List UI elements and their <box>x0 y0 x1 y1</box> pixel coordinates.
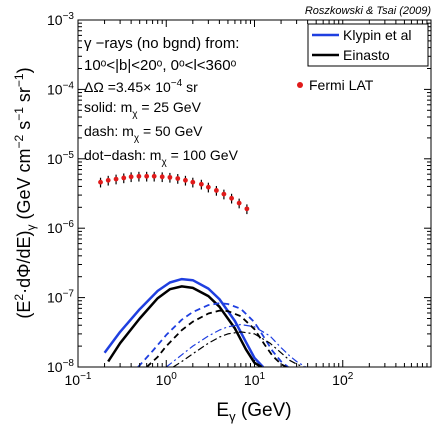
fermi-point <box>236 200 242 206</box>
fermi-point <box>213 188 219 193</box>
series-line <box>146 309 287 367</box>
y-tick-label: 10−4 <box>47 80 74 97</box>
y-tick-label: 10−8 <box>47 358 74 375</box>
x-tick-label: 101 <box>244 371 266 388</box>
annotation-block: γ −rays (no bgnd) from: 10ᵒ<|b|<20ᵒ, 0ᵒ<… <box>84 35 239 168</box>
y-tick-label: 10−5 <box>47 150 74 167</box>
fermi-point <box>113 176 119 182</box>
series-line <box>172 331 304 367</box>
fermi-point <box>144 173 150 179</box>
annotation-line-3: ΔΩ =3.45× 10−4 sr <box>84 78 198 95</box>
fermi-point <box>159 174 165 180</box>
annotation-line-4: solid: mχ = 25 GeV <box>84 99 202 120</box>
fermi-point <box>105 177 111 183</box>
y-tick-label: 10−6 <box>47 219 74 236</box>
fermi-point <box>167 174 173 180</box>
chart-credit: Roszkowski & Tsai (2009) <box>305 5 431 17</box>
fermi-point <box>190 179 196 185</box>
series-line <box>107 285 263 367</box>
series-line <box>165 323 307 367</box>
legend-box <box>307 23 429 67</box>
x-axis-label: Eγ (GeV) <box>216 400 291 424</box>
fermi-point <box>175 176 181 181</box>
annotation-line-1: γ −rays (no bgnd) from: <box>84 35 239 52</box>
legend-marker-fermi <box>297 82 303 88</box>
x-tick-label: 102 <box>332 371 354 388</box>
fermi-point <box>128 174 134 180</box>
y-axis-label: (E2·dΦ/dE)γ (GeV cm−2 s−1 sr−1) <box>12 67 38 318</box>
fermi-points-layer <box>98 171 250 215</box>
fermi-point <box>151 173 157 179</box>
legend-label-einasto: Einasto <box>343 47 390 63</box>
fermi-point <box>229 195 234 201</box>
plot-frame <box>77 19 432 368</box>
annotation-line-5: dash: mχ = 50 GeV <box>84 123 203 144</box>
fermi-point <box>221 191 227 197</box>
fermi-point <box>98 179 103 185</box>
fermi-point <box>244 206 250 212</box>
legend-label-klypin: Klypin et al <box>343 27 411 43</box>
annotation-line-2: 10ᵒ<|b|<20ᵒ, 0ᵒ<l<360ᵒ <box>84 57 237 74</box>
fermi-point <box>205 184 211 190</box>
series-line <box>137 302 289 367</box>
y-tick-label: 10−7 <box>47 289 74 306</box>
fermi-point <box>136 173 142 179</box>
x-tick-label: 10−1 <box>65 371 92 388</box>
x-tick-label: 100 <box>156 371 178 388</box>
curves-layer <box>103 277 307 367</box>
fermi-point <box>183 177 188 183</box>
y-tick-label: 10−3 <box>47 11 74 28</box>
legend: Klypin et al Einasto Fermi LAT <box>297 23 429 93</box>
legend-label-fermi: Fermi LAT <box>309 77 374 93</box>
fermi-point <box>198 181 204 187</box>
series-line <box>103 277 265 367</box>
annotation-line-6: dot−dash: mχ = 100 GeV <box>84 147 239 168</box>
fermi-point <box>121 175 127 181</box>
